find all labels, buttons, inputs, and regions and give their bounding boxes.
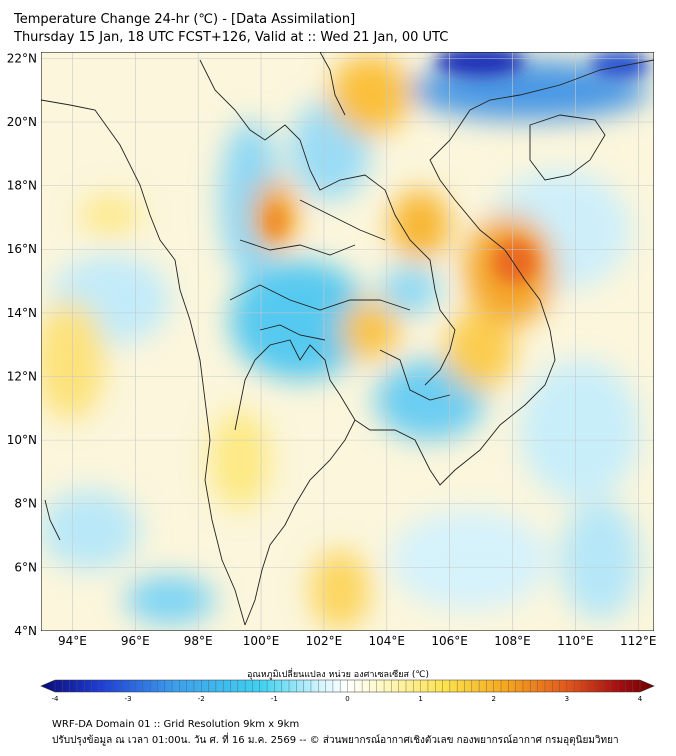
lon-label: 96°E [121, 634, 150, 648]
lon-label: 94°E [58, 634, 87, 648]
colorbar-tick-label: -1 [271, 695, 278, 703]
lon-label: 102°E [306, 634, 343, 648]
longitude-labels: 94°E 96°E 98°E 100°E 102°E 104°E 106°E 108°E 110… [58, 634, 657, 648]
lon-label: 112°E [620, 634, 657, 648]
colorbar-tick-labels: -4 -3 -2 -1 0 1 2 3 4 [52, 695, 643, 703]
map-title: Temperature Change 24-hr (℃) - [Data Ass… [14, 12, 356, 27]
lat-label: 14°N [7, 306, 37, 320]
colorbar-tick-label: -2 [198, 695, 205, 703]
colorbar-tick-label: 3 [565, 695, 569, 703]
lon-label: 104°E [369, 634, 406, 648]
map-subtitle: Thursday 15 Jan, 18 UTC FCST+126, Valid … [14, 30, 449, 45]
lat-label: 6°N [14, 560, 37, 574]
colorbar-ticks [54, 680, 641, 692]
lat-label: 8°N [14, 497, 37, 511]
lat-label: 16°N [7, 242, 37, 256]
footer-credit: ปรับปรุงข้อมูล ณ เวลา 01:00น. วัน ศ. ที่… [52, 735, 619, 746]
footer-model-info: WRF-DA Domain 01 :: Grid Resolution 9km … [52, 719, 300, 730]
colorbar-tick-label: 4 [638, 695, 643, 703]
colorbar-tick-label: -4 [52, 695, 60, 703]
colorbar-tick-label: 1 [418, 695, 422, 703]
temperature-field [41, 52, 654, 631]
colorbar: -4 -3 -2 -1 0 1 2 3 4 [40, 679, 655, 703]
colorbar-tick-label: 2 [492, 695, 496, 703]
lat-label: 18°N [7, 179, 37, 193]
coastlines [41, 52, 654, 626]
lon-label: 106°E [431, 634, 468, 648]
colorbar-tick-label: -3 [125, 695, 132, 703]
gridlines [41, 52, 654, 631]
lon-label: 100°E [243, 634, 280, 648]
lon-label: 98°E [184, 634, 213, 648]
lat-label: 22°N [7, 51, 37, 65]
lat-label: 20°N [7, 115, 37, 129]
lat-label: 10°N [7, 433, 37, 447]
lon-label: 110°E [557, 634, 594, 648]
lat-label: 4°N [14, 624, 37, 638]
lat-label: 12°N [7, 369, 37, 383]
colorbar-label: อุณหภูมิเปลี่ยนแปลง หน่วย องศาเซลเซียส (… [246, 670, 430, 680]
latitude-labels: 22°N 20°N 18°N 16°N 14°N 12°N 10°N 8°N 6°N 4°N [7, 51, 37, 638]
colorbar-tick-label: 0 [345, 695, 349, 703]
lon-label: 108°E [494, 634, 531, 648]
